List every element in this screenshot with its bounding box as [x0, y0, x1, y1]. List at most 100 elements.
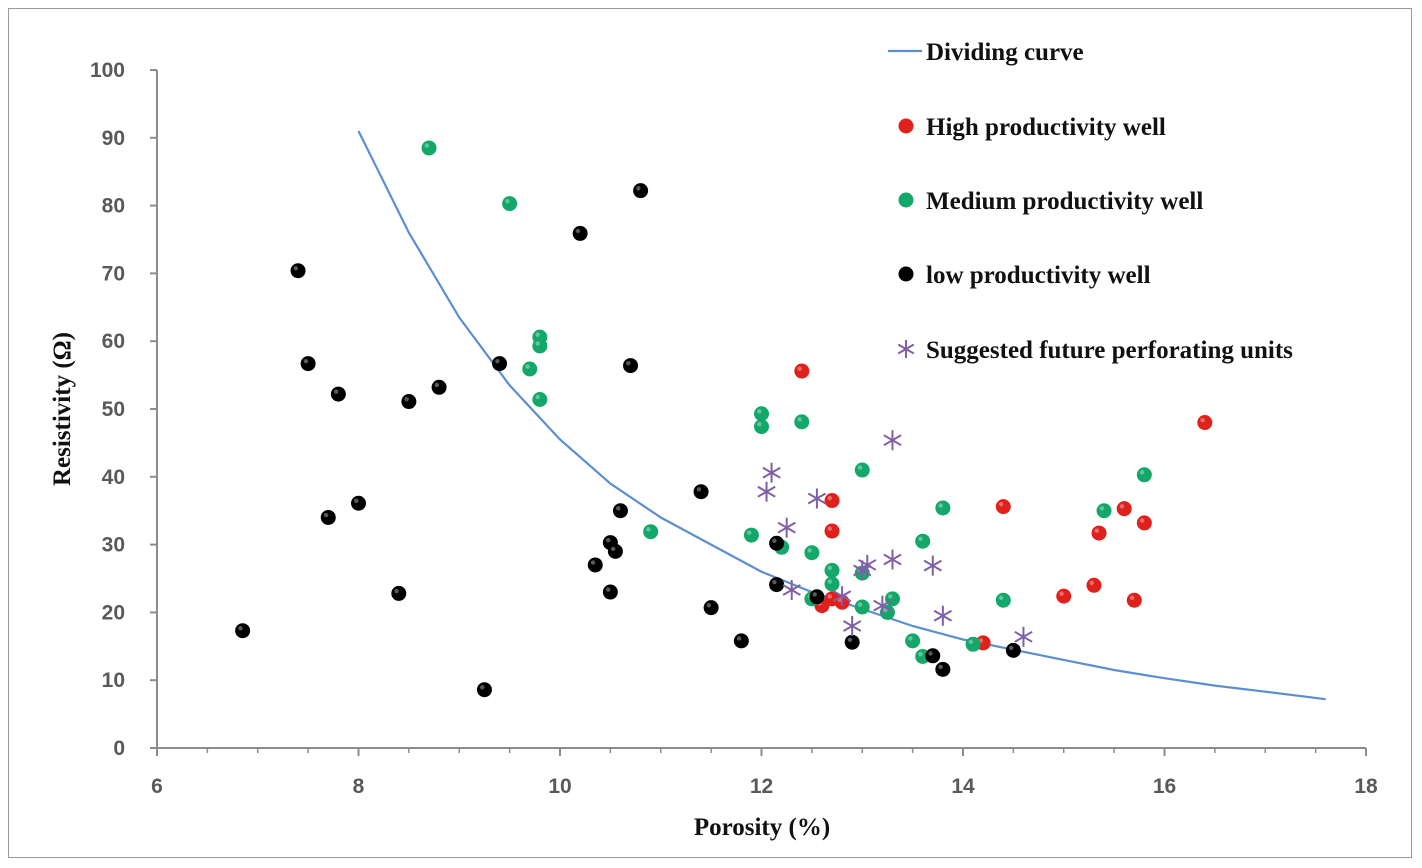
medium-productivity-point: [532, 338, 548, 354]
low-productivity-point: [844, 634, 860, 650]
low-productivity-point: [1005, 642, 1021, 658]
low-productivity-point: [572, 225, 588, 241]
medium-productivity-point-highlight: [646, 527, 651, 532]
medium-productivity-point-highlight: [747, 530, 752, 535]
y-tick-label: 30: [102, 534, 125, 557]
legend-high-productivity-swatch: [898, 118, 914, 134]
high-productivity-point-highlight: [1094, 528, 1100, 533]
low-productivity-point: [703, 600, 719, 616]
dividing-curve-line: [357, 130, 1326, 701]
low-productivity-point-highlight: [293, 266, 299, 271]
high-productivity-point: [824, 493, 840, 509]
low-productivity-point: [602, 584, 618, 600]
low-productivity-point: [769, 535, 785, 551]
low-productivity-point: [925, 648, 941, 664]
low-productivity-point-highlight: [928, 651, 933, 656]
high-productivity-point: [1056, 588, 1072, 604]
suggested-perforating-point-stroke: [883, 553, 902, 566]
medium-productivity-point-highlight: [525, 364, 530, 369]
y-tick-label: 90: [102, 127, 125, 150]
low-productivity-point: [612, 503, 628, 519]
medium-productivity-point-highlight: [888, 594, 893, 599]
medium-productivity-point: [854, 599, 870, 615]
suggested-perforating-point: [777, 517, 796, 538]
low-productivity-point: [623, 358, 639, 374]
y-tick-label: 60: [102, 330, 125, 353]
medium-productivity-point-highlight: [827, 579, 833, 584]
high-productivity-point-highlight: [827, 594, 833, 599]
suggested-perforating-point-stroke: [782, 584, 801, 596]
suggested-perforating-point: [807, 488, 827, 509]
high-productivity-point-highlight: [998, 502, 1004, 507]
suggested-perforating-point: [843, 615, 862, 636]
suggested-perforating-point-stroke: [933, 609, 953, 622]
suggested-perforating-point-stroke: [843, 620, 862, 632]
low-productivity-point: [607, 543, 623, 559]
high-productivity-point: [1091, 525, 1107, 541]
high-productivity-point: [1126, 592, 1142, 608]
suggested-perforating-point: [858, 554, 877, 575]
medium-productivity-point-highlight: [918, 651, 923, 657]
high-productivity-point: [824, 523, 840, 539]
legend-medium-productivity-swatch: [898, 192, 914, 208]
medium-productivity-point: [824, 562, 840, 578]
high-productivity-point-highlight: [827, 526, 833, 531]
medium-productivity-point-highlight: [807, 548, 812, 553]
medium-productivity-point-highlight: [424, 143, 430, 148]
low-productivity-point-highlight: [333, 389, 339, 394]
low-productivity-point: [492, 356, 508, 372]
x-tick-label: 12: [750, 775, 773, 798]
medium-productivity-point-highlight: [918, 536, 923, 542]
low-productivity-point: [330, 386, 346, 402]
suggested-perforating-point-stroke: [858, 559, 877, 571]
suggested-perforating-point: [762, 462, 781, 483]
low-productivity-point: [300, 356, 316, 372]
high-productivity-point: [1086, 577, 1102, 593]
medium-productivity-point: [1136, 467, 1152, 483]
y-tick-label: 50: [102, 398, 125, 421]
medium-productivity-point: [804, 545, 820, 561]
high-productivity-point-highlight: [1200, 417, 1205, 423]
suggested-perforating-point: [832, 586, 852, 607]
y-tick-labels: 0 10 20 30 40 50 60 70 80 90 100: [90, 59, 157, 760]
low-productivity-point-highlight: [696, 487, 702, 492]
low-productivity-point-highlight: [938, 664, 943, 670]
medium-productivity-point: [824, 576, 840, 592]
suggested-perforating-point: [923, 555, 942, 576]
suggested-perforating-point-stroke: [762, 466, 781, 479]
legend-suggested-perforating-swatch: [897, 340, 915, 358]
high-productivity-point: [794, 363, 810, 379]
low-productivity-point-highlight: [812, 592, 817, 597]
chart-frame: [8, 8, 1412, 858]
legend-asterisk-mark-stroke: [897, 343, 915, 355]
low-productivity-point: [769, 577, 785, 593]
low-productivity-point: [320, 509, 336, 525]
y-tick-label: 20: [102, 601, 125, 624]
low-productivity-point-highlight: [616, 506, 621, 511]
suggested-perforating-point: [782, 580, 801, 601]
legend-dividing-curve-label: Dividing curve: [926, 39, 1084, 66]
high-productivity-point-highlight: [797, 366, 802, 371]
medium-productivity-point-highlight: [505, 198, 510, 204]
low-productivity-point-highlight: [495, 358, 500, 364]
x-tick-labels: 6 8 10 12 14 16 18: [151, 748, 1378, 798]
legend-medium-productivity-label: Medium productivity well: [926, 188, 1203, 215]
suggested-perforating-point-stroke: [883, 434, 902, 447]
high-productivity-point: [1116, 501, 1132, 517]
y-tick-label: 40: [102, 466, 125, 489]
legend-low-productivity-label: low productivity well: [926, 262, 1151, 289]
y-tick-label: 100: [90, 59, 125, 82]
suggested-perforating-point: [757, 481, 776, 502]
low-productivity-point: [351, 495, 366, 511]
medium-productivity-point: [522, 361, 538, 377]
suggested-perforating-point: [933, 605, 953, 626]
medium-productivity-point: [854, 462, 870, 478]
low-productivity-point: [431, 379, 447, 395]
high-productivity-point-highlight: [827, 495, 833, 501]
medium-productivity-point: [532, 392, 548, 408]
suggested-perforating-point: [873, 595, 892, 616]
low-productivity-point-highlight: [847, 637, 853, 643]
legend: Dividing curve High productivity well Me…: [888, 39, 1293, 364]
medium-productivity-point-highlight: [535, 332, 540, 337]
